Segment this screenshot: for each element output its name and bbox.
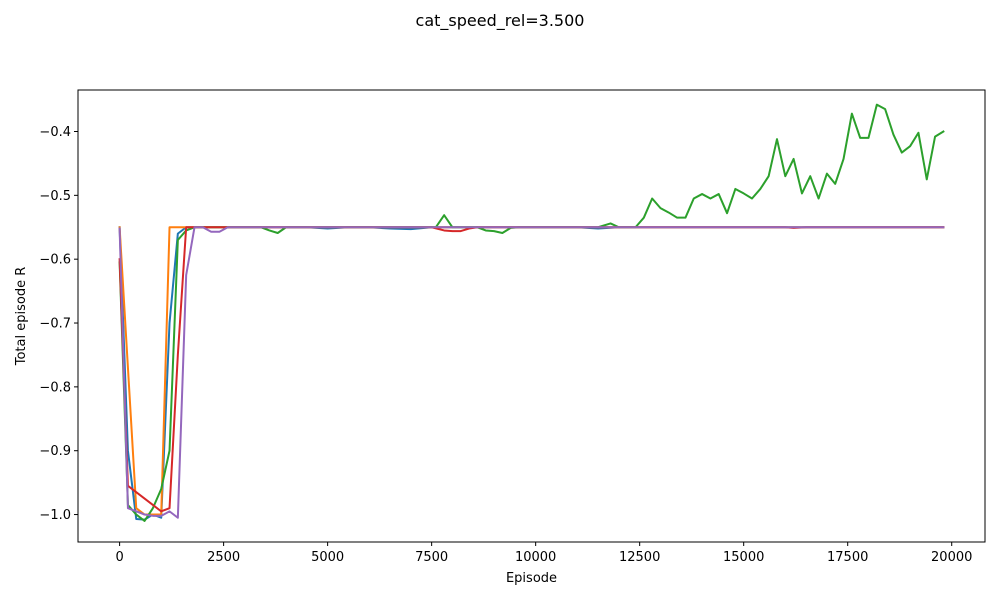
y-tick-label: −0.4 [39,125,71,140]
x-tick-label: 10000 [515,550,556,565]
x-tick-label: 0 [115,550,123,565]
x-tick-label: 2500 [207,550,240,565]
y-tick-label: −1.0 [39,508,71,523]
x-axis-label: Episode [506,571,557,586]
chart-title: cat_speed_rel=3.500 [416,11,585,31]
x-tick-label: 12500 [619,550,660,565]
y-axis-label: Total episode R [14,267,29,367]
plot-area [77,89,986,543]
x-tick-label: 15000 [723,550,764,565]
y-axis: −1.0 −0.9 −0.8 −0.7 −0.6 −0.5 −0.4 [39,125,78,523]
y-tick-label: −0.7 [39,317,71,332]
y-tick-label: −0.5 [39,189,71,204]
series-line-5 [118,226,945,519]
y-tick-label: −0.8 [39,380,71,395]
x-tick-label: 20000 [931,550,972,565]
axes-frame [77,89,986,543]
x-tick-label: 5000 [311,550,344,565]
x-tick-label: 17500 [827,550,868,565]
x-axis: 0 2500 5000 7500 10000 12500 15000 17500 20000 [115,542,972,565]
y-tick-label: −0.6 [39,253,71,268]
y-tick-label: −0.9 [39,444,71,459]
x-tick-label: 7500 [415,550,448,565]
series-group [118,103,945,522]
